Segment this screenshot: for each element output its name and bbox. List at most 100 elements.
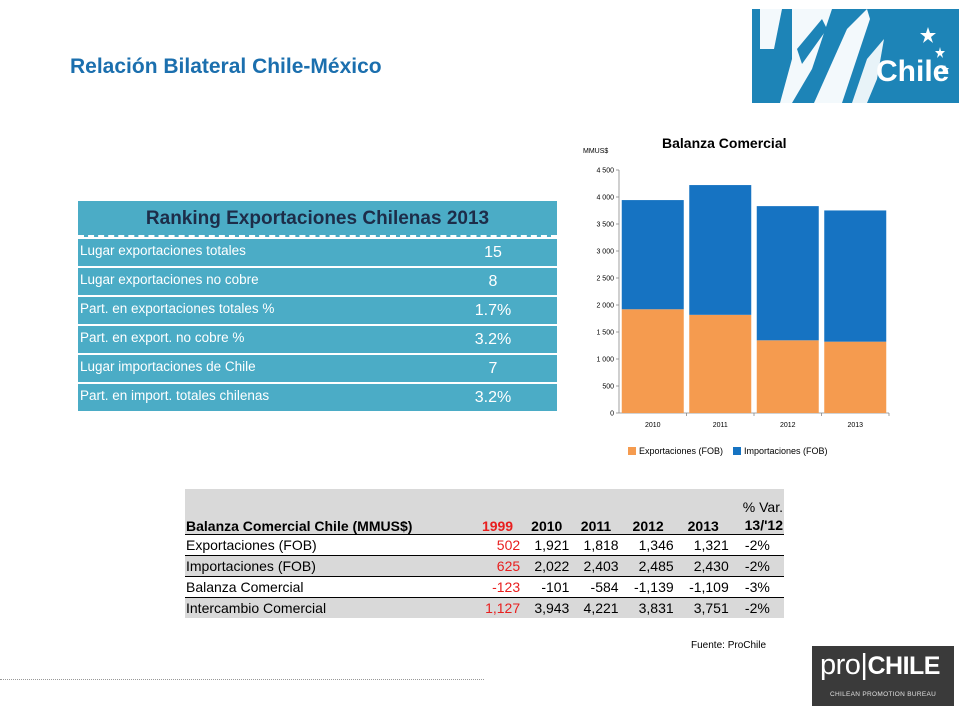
bar-exportaciones-2010 bbox=[621, 309, 684, 413]
balance-row: Balanza Comercial -123 -101 -584 -1,139 -1,10… bbox=[185, 575, 784, 597]
ranking-row: Lugar exportaciones no cobre 8 bbox=[78, 266, 557, 295]
bar-importaciones-2011 bbox=[689, 185, 752, 315]
balance-header-var: % Var. 13/'12 bbox=[730, 489, 784, 534]
x-tick-label: 2011 bbox=[713, 422, 728, 429]
balance-cell: -1,139 bbox=[620, 575, 676, 597]
balance-cell: 2,485 bbox=[620, 554, 676, 576]
balance-var-cell: -3% bbox=[730, 575, 784, 597]
chart-title: Balanza Comercial bbox=[662, 135, 787, 151]
ranking-row-label: Lugar exportaciones totales bbox=[80, 243, 246, 258]
balance-header-year: 2011 bbox=[571, 489, 621, 534]
balance-header-var-top: % Var. bbox=[742, 498, 783, 515]
legend-item: Exportaciones (FOB) bbox=[628, 446, 723, 456]
balance-cell: 2,403 bbox=[571, 554, 621, 576]
chart-ylabel: MMUS$ bbox=[583, 148, 609, 155]
balance-row-label: Balanza Comercial bbox=[185, 575, 473, 597]
legend-item: Importaciones (FOB) bbox=[733, 446, 828, 456]
balance-cell: -123 bbox=[472, 575, 523, 597]
ranking-row-label: Part. en import. totales chilenas bbox=[80, 388, 270, 403]
y-tick-label: 3 000 bbox=[596, 249, 614, 256]
y-tick-label: 2 500 bbox=[596, 276, 614, 283]
balance-row-label: Intercambio Comercial bbox=[185, 596, 473, 618]
balance-cell: 625 bbox=[472, 554, 523, 576]
balance-cell: 1,321 bbox=[675, 533, 731, 555]
prochile-logo: pro|CHILE CHILEAN PROMOTION BUREAU bbox=[812, 646, 954, 706]
y-tick-label: 500 bbox=[602, 384, 614, 391]
chart-legend: Exportaciones (FOB) Importaciones (FOB) bbox=[628, 446, 828, 456]
balance-header-var-bottom: 13/'12 bbox=[744, 516, 783, 533]
balance-cell: 1,921 bbox=[522, 533, 572, 555]
balance-cell: -1,109 bbox=[675, 575, 731, 597]
chart: 4 500 4 000 3 500 3 000 2 500 2 000 1 500 1 000… bbox=[596, 168, 890, 429]
balance-cell: 1,346 bbox=[620, 533, 676, 555]
balance-row-label: Exportaciones (FOB) bbox=[185, 533, 473, 555]
y-tick-label: 2 000 bbox=[596, 303, 614, 310]
legend-swatch bbox=[628, 447, 636, 455]
balance-table: Balanza Comercial Chile (MMUS$) 1999 2010 2… bbox=[185, 489, 784, 618]
balance-var-cell: -2% bbox=[730, 533, 784, 555]
balance-row: Intercambio Comercial 1,127 3,943 4,221 3,83… bbox=[185, 596, 784, 618]
ranking-row-value: 8 bbox=[488, 273, 498, 290]
balance-cell: 1,127 bbox=[472, 596, 523, 618]
y-tick-label: 1 000 bbox=[596, 357, 614, 364]
balance-var-cell: -2% bbox=[730, 596, 784, 618]
balance-row: Exportaciones (FOB) 502 1,921 1,818 1,346 1,3… bbox=[185, 533, 784, 555]
balance-var-cell: -2% bbox=[730, 554, 784, 576]
y-tick-label: 4 500 bbox=[596, 168, 614, 175]
footer-divider bbox=[0, 679, 484, 680]
ranking-row: Lugar importaciones de Chile 7 bbox=[78, 353, 557, 382]
ranking-row: Lugar exportaciones totales 15 bbox=[78, 237, 557, 266]
y-tick-label: 4 000 bbox=[596, 195, 614, 202]
bar-importaciones-2012 bbox=[756, 206, 819, 341]
bar-exportaciones-2013 bbox=[824, 341, 887, 413]
legend-swatch bbox=[733, 447, 742, 455]
legend-label: Importaciones (FOB) bbox=[744, 446, 828, 456]
balance-row: Importaciones (FOB) 625 2,022 2,403 2,485 2,4… bbox=[185, 554, 784, 576]
balance-cell: 2,022 bbox=[522, 554, 572, 576]
balance-cell: 4,221 bbox=[571, 596, 621, 618]
bar-importaciones-2010 bbox=[621, 200, 684, 310]
balance-cell: -584 bbox=[571, 575, 621, 597]
bar-importaciones-2013 bbox=[824, 210, 887, 342]
ranking-row-value: 3.2% bbox=[474, 331, 512, 348]
prochile-chile-text: CHILE bbox=[867, 652, 940, 680]
balance-cell: 1,818 bbox=[571, 533, 621, 555]
ranking-row: Part. en exportaciones totales % 1.7% bbox=[78, 295, 557, 324]
chile-logo: Chile bbox=[752, 9, 959, 103]
balance-row-label: Importaciones (FOB) bbox=[185, 554, 473, 576]
chile-logo-text: Chile bbox=[876, 55, 949, 88]
ranking-row-value: 1.7% bbox=[474, 302, 512, 319]
ranking-row-value: 15 bbox=[484, 244, 502, 261]
prochile-pro-text: pro bbox=[820, 649, 861, 681]
ranking-row: Part. en export. no cobre % 3.2% bbox=[78, 324, 557, 353]
y-tick-label: 3 500 bbox=[596, 222, 614, 229]
y-tick-label: 1 500 bbox=[596, 330, 614, 337]
balance-cell: -101 bbox=[522, 575, 572, 597]
balance-header-label: Balanza Comercial Chile (MMUS$) bbox=[185, 489, 473, 534]
bar-exportaciones-2012 bbox=[756, 340, 819, 413]
bar-exportaciones-2011 bbox=[689, 314, 752, 413]
legend-label: Exportaciones (FOB) bbox=[639, 446, 724, 456]
ranking-table: Ranking Exportaciones Chilenas 2013 Luga… bbox=[78, 201, 557, 411]
x-tick-label: 2013 bbox=[847, 422, 863, 429]
balance-cell: 3,943 bbox=[522, 596, 572, 618]
balance-header-year: 1999 bbox=[472, 489, 523, 534]
ranking-title: Ranking Exportaciones Chilenas 2013 bbox=[78, 201, 557, 237]
x-tick-label: 2010 bbox=[645, 422, 661, 429]
ranking-row: Part. en import. totales chilenas 3.2% bbox=[78, 382, 557, 411]
ranking-row-value: 3.2% bbox=[474, 389, 512, 406]
balance-header-year: 2013 bbox=[675, 489, 731, 534]
balance-cell: 3,831 bbox=[620, 596, 676, 618]
ranking-row-label: Lugar exportaciones no cobre bbox=[80, 272, 259, 287]
x-tick-label: 2012 bbox=[780, 422, 796, 429]
y-tick-label: 0 bbox=[610, 411, 614, 418]
ranking-row-label: Part. en exportaciones totales % bbox=[80, 301, 275, 316]
balance-cell: 2,430 bbox=[675, 554, 731, 576]
source-note: Fuente: ProChile bbox=[691, 640, 767, 651]
ranking-row-label: Lugar importaciones de Chile bbox=[80, 359, 256, 374]
balance-header-year: 2010 bbox=[522, 489, 572, 534]
balance-header-year: 2012 bbox=[620, 489, 676, 534]
balance-cell: 3,751 bbox=[675, 596, 731, 618]
prochile-subtitle: CHILEAN PROMOTION BUREAU bbox=[830, 691, 937, 698]
ranking-row-value: 7 bbox=[488, 360, 498, 377]
